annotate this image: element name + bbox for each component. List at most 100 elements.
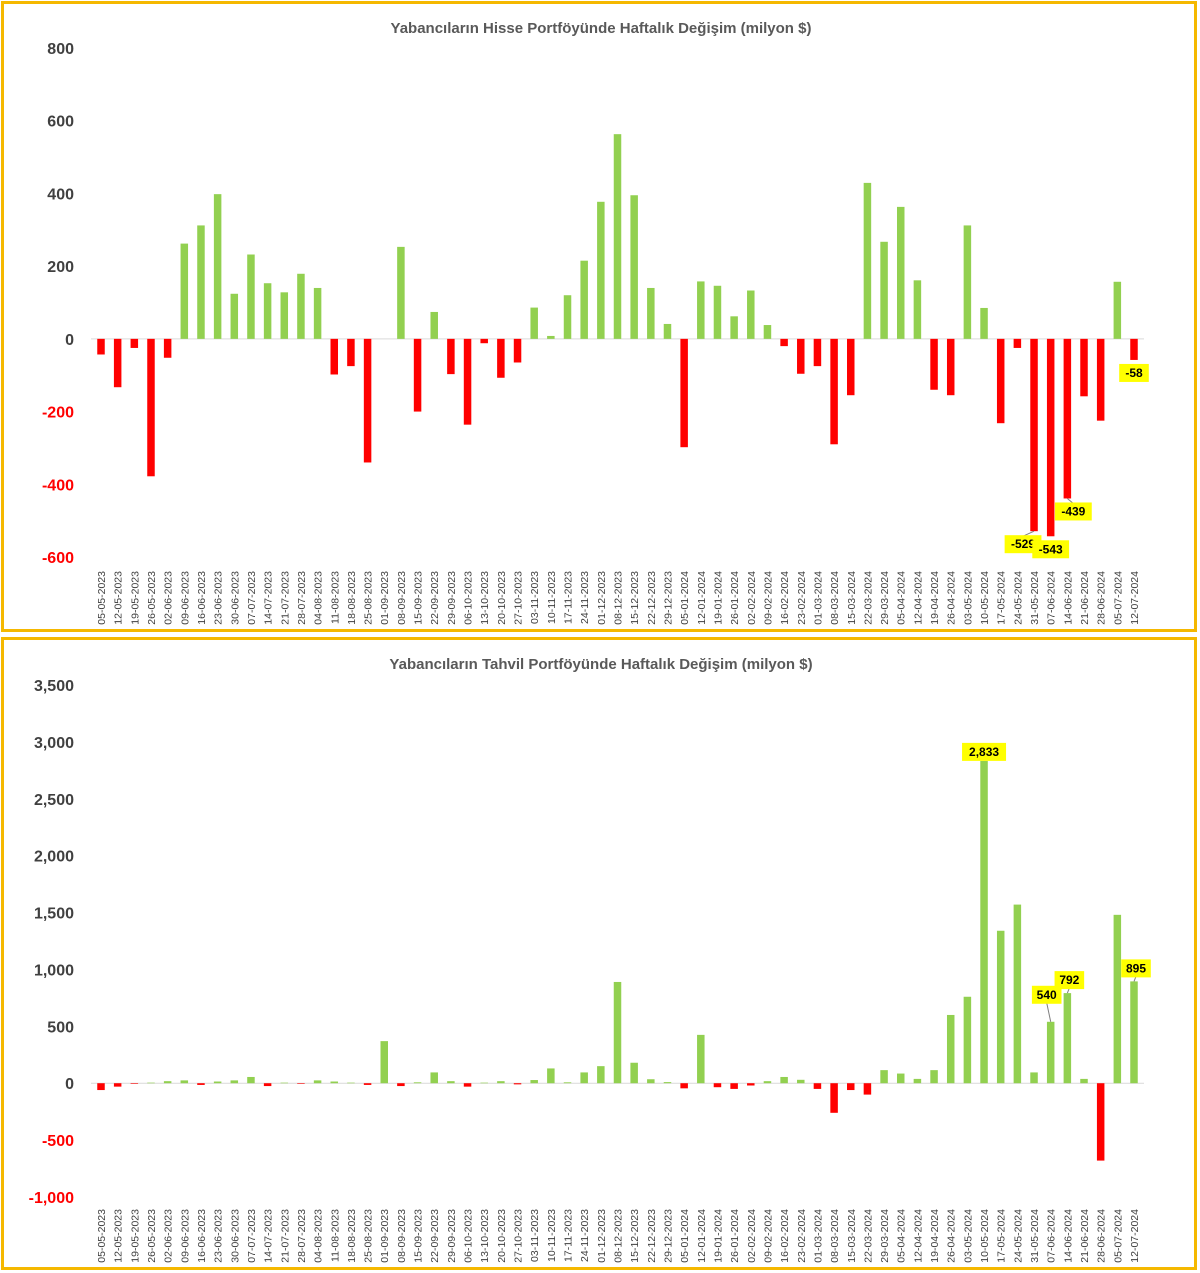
bar [730, 1083, 738, 1089]
x-tick-label: 04-08-2023 [313, 1209, 325, 1263]
y-tick-label: 200 [47, 259, 74, 276]
bar [697, 281, 705, 339]
bar [97, 1083, 105, 1091]
x-tick-label: 27-10-2023 [513, 571, 525, 625]
bar [463, 338, 472, 425]
y-tick-label: 800 [47, 41, 74, 58]
bar [180, 243, 189, 339]
chart-title: Yabancıların Hisse Portföyünde Haftalık … [391, 20, 812, 37]
y-tick-label: -1,000 [29, 1190, 74, 1207]
x-tick-label: 08-09-2023 [396, 1209, 408, 1263]
bar [613, 134, 622, 339]
bar [580, 260, 588, 339]
x-tick-label: 26-04-2024 [946, 1209, 958, 1263]
bar [547, 1068, 555, 1084]
data-label: -543 [1032, 540, 1070, 559]
x-tick-label: 16-06-2023 [196, 571, 208, 625]
x-tick-label: 21-06-2024 [1079, 571, 1091, 625]
x-tick-label: 06-10-2023 [463, 571, 475, 625]
x-tick-label: 17-05-2024 [996, 1209, 1008, 1263]
x-tick-label: 08-12-2023 [613, 571, 625, 625]
data-label-bg [1121, 959, 1151, 978]
x-tick-label: 19-05-2023 [129, 1209, 141, 1263]
bar [480, 338, 488, 344]
x-tick-label: 15-03-2024 [846, 571, 858, 625]
x-tick-label: 05-04-2024 [896, 1209, 908, 1263]
bar [363, 1083, 372, 1085]
x-tick-label: 22-03-2024 [862, 571, 874, 625]
x-tick-label: 22-03-2024 [862, 1209, 874, 1263]
x-tick-label: 13-10-2023 [479, 571, 491, 625]
bar [363, 338, 372, 463]
bar [1046, 338, 1055, 537]
x-tick-label: 29-09-2023 [446, 1209, 458, 1263]
x-tick-label: 24-05-2024 [1012, 1209, 1024, 1263]
bar [747, 290, 755, 339]
x-tick-label: 05-01-2024 [679, 1209, 691, 1263]
bar [896, 1073, 905, 1084]
x-tick-label: 07-06-2024 [1046, 571, 1058, 625]
bar [1046, 1021, 1055, 1084]
bar [563, 295, 572, 339]
y-tick-label: 600 [47, 114, 74, 131]
bar [97, 338, 105, 355]
bar [413, 338, 422, 412]
data-label-text: -529 [1011, 537, 1035, 551]
bar [780, 1076, 788, 1084]
x-tick-label: 28-07-2023 [296, 571, 308, 625]
x-tick-label: 01-12-2023 [596, 1209, 608, 1263]
bar [930, 338, 938, 390]
bar [530, 1080, 538, 1084]
bar [613, 981, 622, 1084]
bar [230, 293, 239, 339]
data-label-text: -439 [1061, 504, 1085, 518]
x-tick-label: 05-05-2023 [96, 571, 108, 625]
x-tick-label: 21-07-2023 [279, 571, 291, 625]
bar [280, 1082, 289, 1084]
x-tick-label: 15-12-2023 [629, 1209, 641, 1263]
data-label: 2,833 [962, 742, 1007, 761]
x-tick-label: 29-03-2024 [879, 571, 891, 625]
x-tick-label: 27-10-2023 [513, 1209, 525, 1263]
x-tick-label: 21-06-2024 [1079, 1209, 1091, 1263]
bar [647, 1079, 655, 1084]
x-tick-label: 01-09-2023 [379, 571, 391, 625]
bar [597, 1066, 605, 1084]
x-tick-label: 02-06-2023 [163, 571, 175, 625]
data-label: -58 [1119, 363, 1149, 382]
x-tick-label: 08-09-2023 [396, 571, 408, 625]
x-tick-label: 06-10-2023 [463, 1209, 475, 1263]
chart-title: Yabancıların Tahvil Portföyünde Haftalık… [389, 656, 812, 673]
x-tick-label: 08-12-2023 [613, 1209, 625, 1263]
bar [230, 1080, 239, 1084]
bar [797, 1079, 805, 1084]
bar [830, 1083, 838, 1113]
bar [580, 1072, 588, 1084]
y-tick-label: 3,500 [34, 678, 74, 695]
x-tick-label: 19-01-2024 [712, 571, 724, 625]
bar [863, 1083, 872, 1095]
bar [1130, 981, 1138, 1084]
x-tick-label: 10-11-2023 [546, 571, 558, 624]
bar [1063, 993, 1072, 1084]
x-tick-label: 17-05-2024 [996, 571, 1008, 625]
x-tick-label: 15-12-2023 [629, 571, 641, 625]
x-tick-label: 07-07-2023 [246, 1209, 258, 1263]
bar [197, 1083, 205, 1085]
bar [1096, 1083, 1105, 1161]
bar [1096, 338, 1105, 421]
data-label-text: 895 [1126, 961, 1146, 975]
x-tick-label: 05-05-2023 [96, 1209, 108, 1263]
bar [813, 1083, 822, 1089]
bar [763, 325, 772, 339]
bar [330, 338, 339, 375]
x-tick-label: 29-12-2023 [662, 1209, 674, 1263]
bar [197, 225, 205, 339]
x-tick-label: 05-04-2024 [896, 571, 908, 625]
bar [1030, 338, 1038, 532]
x-tick-label: 10-05-2024 [979, 1209, 991, 1263]
x-tick-label: 25-08-2023 [363, 571, 375, 625]
bar [813, 338, 822, 367]
x-tick-label: 28-06-2024 [1096, 571, 1108, 625]
y-tick-label: -400 [42, 477, 74, 494]
